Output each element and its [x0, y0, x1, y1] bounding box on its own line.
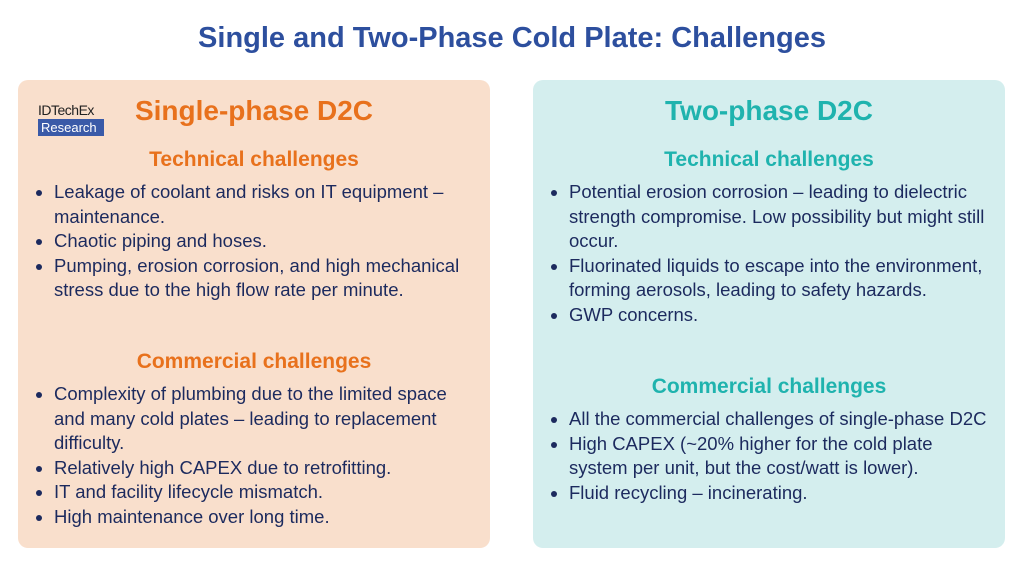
technical-title: Technical challenges	[664, 148, 874, 171]
commercial-list: All the commercial challenges of single-…	[533, 407, 1005, 505]
idtechex-logo: IDTechEx Research	[38, 102, 104, 136]
list-item: Chaotic piping and hoses.	[54, 229, 474, 254]
commercial-title: Commercial challenges	[651, 375, 887, 398]
two-phase-panel: Two-phase D2C Technical challenges Poten…	[533, 80, 1005, 548]
commercial-list: Complexity of plumbing due to the limite…	[18, 382, 490, 529]
technical-list: Leakage of coolant and risks on IT equip…	[18, 180, 490, 303]
list-item: Complexity of plumbing due to the limite…	[54, 382, 474, 456]
single-phase-panel: IDTechEx Research Single-phase D2C Techn…	[18, 80, 490, 548]
list-item: High maintenance over long time.	[54, 505, 474, 530]
list-item: GWP concerns.	[569, 303, 989, 328]
panel-heading: Two-phase D2C	[665, 95, 873, 126]
list-item: Potential erosion corrosion – leading to…	[569, 180, 989, 254]
list-item: Relatively high CAPEX due to retrofittin…	[54, 456, 474, 481]
technical-list: Potential erosion corrosion – leading to…	[533, 180, 1005, 327]
list-item: Fluorinated liquids to escape into the e…	[569, 254, 989, 303]
logo-text: IDTechEx	[38, 102, 94, 118]
commercial-title: Commercial challenges	[136, 350, 372, 373]
list-item: Pumping, erosion corrosion, and high mec…	[54, 254, 474, 303]
panel-heading: Single-phase D2C	[134, 95, 374, 126]
list-item: IT and facility lifecycle mismatch.	[54, 480, 474, 505]
slide-title: Single and Two-Phase Cold Plate: Challen…	[198, 22, 826, 54]
list-item: All the commercial challenges of single-…	[569, 407, 989, 432]
list-item: Fluid recycling – incinerating.	[569, 481, 989, 506]
list-item: High CAPEX (~20% higher for the cold pla…	[569, 432, 989, 481]
logo-badge: Research	[38, 119, 104, 136]
list-item: Leakage of coolant and risks on IT equip…	[54, 180, 474, 229]
technical-title: Technical challenges	[149, 148, 359, 171]
